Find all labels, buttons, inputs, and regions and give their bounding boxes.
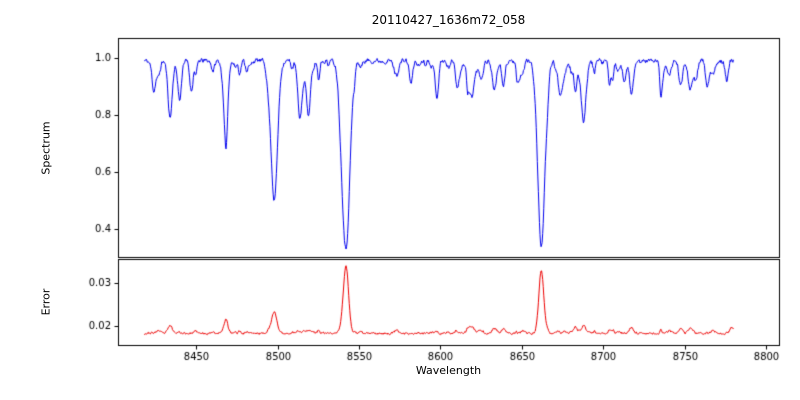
spectrum-y-axis-label: Spectrum bbox=[39, 121, 53, 175]
x-axis-label: Wavelength bbox=[415, 364, 482, 377]
error-y-axis-label: Error bbox=[39, 288, 53, 316]
chart-title: 20110427_1636m72_058 bbox=[371, 13, 526, 27]
